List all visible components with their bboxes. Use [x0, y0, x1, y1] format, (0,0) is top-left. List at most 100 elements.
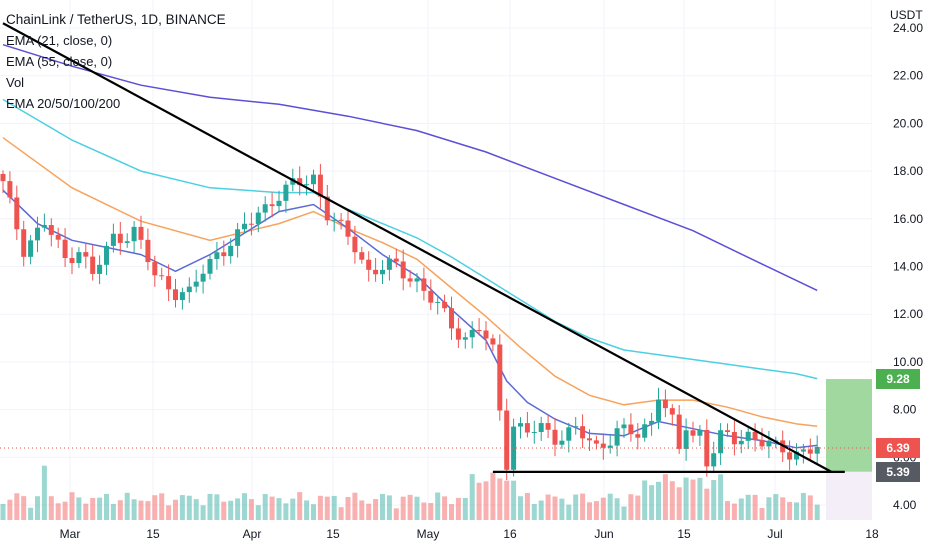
- candle-body: [435, 301, 441, 303]
- candle-body: [69, 258, 75, 264]
- candle-body: [690, 430, 696, 436]
- position-zones: [826, 379, 872, 520]
- volume-bar: [759, 508, 765, 520]
- volume-bar: [800, 492, 806, 520]
- candle-body: [559, 440, 565, 445]
- candle-body: [800, 449, 806, 452]
- volume-bar: [476, 482, 482, 520]
- stop-zone: [826, 471, 872, 520]
- candle-body: [179, 292, 185, 301]
- candle-body: [97, 264, 103, 274]
- price-axis-bg: [872, 0, 932, 550]
- candle-body: [531, 432, 537, 434]
- indicator-volume[interactable]: Vol: [6, 75, 25, 90]
- candle-body: [117, 233, 123, 243]
- volume-bar: [780, 497, 786, 520]
- trend-drawings[interactable]: [0, 22, 872, 473]
- candle-body: [676, 414, 682, 449]
- candle-body: [545, 423, 551, 430]
- volume-bar: [400, 496, 406, 520]
- candle-body: [21, 229, 27, 257]
- volume-bar: [559, 498, 565, 520]
- volume-bar: [21, 496, 27, 520]
- candle-body: [297, 178, 303, 186]
- symbol-title[interactable]: ChainLink / TetherUS, 1D, BINANCE: [6, 12, 226, 27]
- candle-body: [711, 453, 717, 467]
- candle-body: [455, 328, 461, 340]
- volume-bar: [545, 494, 551, 520]
- volume-bar: [490, 472, 496, 520]
- y-tick-label: 8.00: [893, 403, 917, 417]
- candle-body: [635, 434, 641, 438]
- candle-body: [255, 212, 261, 224]
- candle-body: [55, 234, 61, 240]
- volume-bar: [511, 480, 517, 520]
- candle-body: [393, 258, 399, 262]
- candle-body: [656, 399, 661, 421]
- y-tick-label: 12.00: [893, 307, 923, 321]
- candle-body: [649, 420, 655, 425]
- candle-body: [566, 427, 572, 441]
- volume-bar: [449, 504, 454, 520]
- indicator-ema21[interactable]: EMA (21, close, 0): [6, 33, 113, 48]
- candle-body: [428, 290, 434, 303]
- candle-body: [366, 259, 372, 270]
- candle-body: [483, 330, 489, 339]
- price-axis[interactable]: 4.006.008.0010.0012.0014.0016.0018.0020.…: [872, 0, 932, 550]
- volume-bar: [573, 494, 579, 520]
- volume-bar: [311, 504, 316, 520]
- volume-bar: [62, 501, 68, 520]
- volume-bar: [669, 481, 675, 520]
- x-tick-label: 16: [503, 527, 517, 541]
- candle-body: [207, 258, 213, 274]
- candle-body: [794, 451, 799, 460]
- volume-bar: [587, 502, 592, 520]
- candle-body: [814, 446, 820, 454]
- candle-body: [276, 200, 282, 207]
- ema100-line: [2, 98, 818, 380]
- volume-bar: [269, 496, 275, 520]
- volume-bar: [255, 505, 261, 520]
- volume-bar: [524, 492, 530, 520]
- volume-bar: [297, 492, 303, 520]
- volume-bar: [331, 495, 337, 520]
- candle-body: [628, 424, 634, 435]
- volume-bar: [662, 474, 668, 520]
- candle-body: [766, 440, 772, 447]
- volume-bar: [193, 499, 199, 520]
- volume-bar: [166, 505, 172, 520]
- candle-body: [359, 252, 365, 260]
- candle-body: [269, 204, 275, 207]
- volume-bar: [738, 498, 744, 520]
- volume-bar: [773, 494, 779, 520]
- volume-bar: [787, 501, 793, 520]
- indicator-ema-multi[interactable]: EMA 20/50/100/200: [6, 96, 121, 111]
- volume-bar: [83, 503, 89, 520]
- candle-body: [28, 240, 34, 257]
- candle-body: [587, 438, 592, 441]
- volume-bar: [566, 504, 572, 520]
- volume-bar: [200, 505, 206, 520]
- y-tick-label: 24.00: [893, 21, 923, 35]
- candle-body: [807, 449, 813, 454]
- candle-body: [173, 289, 178, 301]
- volume-bar: [276, 498, 282, 520]
- candle-body: [614, 428, 620, 446]
- volume-bar: [483, 481, 489, 520]
- candle-body: [290, 178, 296, 185]
- descending-trendline: [2, 22, 832, 473]
- volume-bar: [366, 503, 372, 520]
- indicator-ema55[interactable]: EMA (55, close, 0): [6, 54, 113, 69]
- candle-body: [552, 429, 558, 445]
- time-axis[interactable]: Mar 15 Apr 15 May 16 Jun 15 Jul 18: [60, 527, 879, 541]
- x-tick-label: Apr: [243, 527, 262, 541]
- volume-bar: [807, 495, 813, 520]
- y-tick-label: 18.00: [893, 164, 923, 178]
- candle-body: [669, 408, 675, 415]
- volume-bar: [373, 499, 379, 520]
- candle-body: [145, 239, 151, 263]
- candle-body: [642, 424, 648, 438]
- volume-bar: [794, 502, 799, 520]
- volume-bar: [656, 481, 661, 520]
